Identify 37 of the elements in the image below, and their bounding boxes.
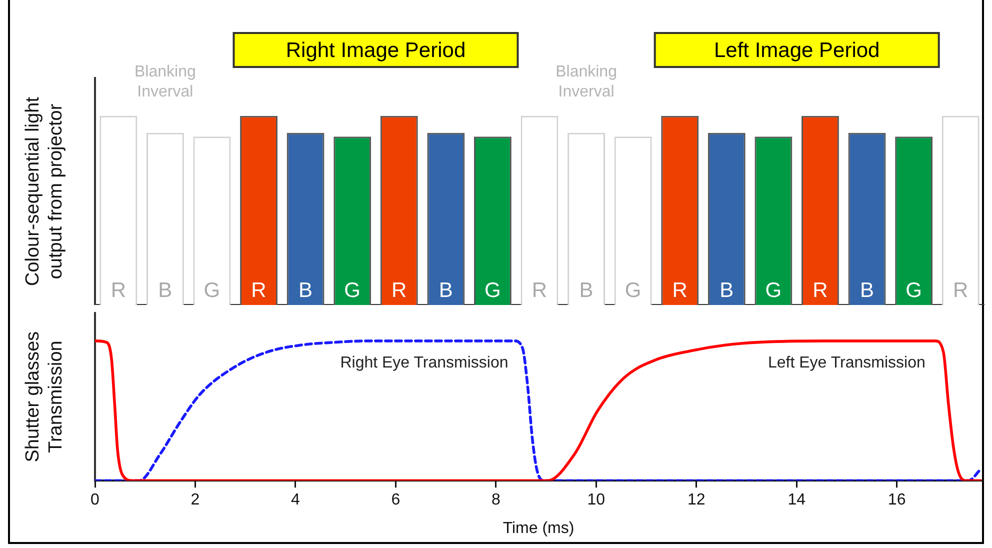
series-label: Right Eye Transmission [340, 354, 508, 372]
x-tick-label: G [624, 279, 642, 302]
x-tick-label: B [579, 279, 594, 302]
x-tick-label: R [672, 279, 688, 302]
series-label: Left Eye Transmission [768, 354, 926, 372]
text: Left Image Period [714, 38, 880, 62]
x-tick-label: 4 [291, 492, 300, 509]
x-tick-label: 0 [90, 492, 100, 509]
text: Blanking Inverval [556, 63, 617, 100]
x-tick-label: 16 [888, 492, 906, 509]
x-axis-title: Time (ms) [502, 520, 574, 537]
x-tick-label: B [438, 279, 453, 302]
x-tick-label: B [860, 279, 874, 302]
x-tick-label: R [251, 279, 266, 302]
x-tick-label: R [110, 279, 126, 302]
x-tick-label: B [720, 279, 734, 302]
x-tick-label: R [532, 279, 548, 302]
text: Right Image Period [286, 38, 466, 62]
x-tick-label: R [953, 279, 968, 302]
x-tick-label: 6 [391, 492, 400, 509]
x-tick-label: B [298, 279, 313, 302]
text: Blanking Inverval [134, 63, 196, 100]
x-tick-label: G [484, 279, 501, 302]
x-tick-label: G [765, 279, 782, 302]
y-axis-title: Colour-sequential light output from projector [22, 96, 66, 286]
x-tick-label: 8 [491, 492, 500, 509]
x-tick-label: 10 [587, 492, 606, 509]
x-tick-label: B [158, 279, 172, 302]
x-tick-label: R [392, 279, 407, 302]
x-tick-label: G [906, 279, 922, 302]
x-tick-label: 12 [687, 492, 706, 509]
x-tick-label: 2 [190, 492, 200, 509]
x-tick-label: R [812, 279, 828, 302]
x-tick-label: G [344, 279, 361, 302]
x-tick-label: G [204, 279, 220, 302]
y-axis-title: Shutter glasses Transmission [22, 331, 66, 462]
x-tick-label: 14 [788, 492, 806, 509]
